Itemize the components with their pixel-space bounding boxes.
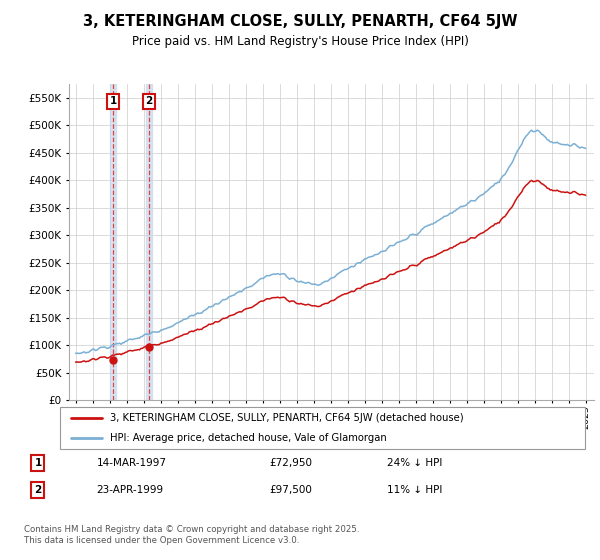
Text: £97,500: £97,500: [269, 486, 313, 496]
Text: Price paid vs. HM Land Registry's House Price Index (HPI): Price paid vs. HM Land Registry's House …: [131, 35, 469, 48]
Text: 1: 1: [34, 458, 41, 468]
Text: 14-MAR-1997: 14-MAR-1997: [97, 458, 167, 468]
Text: Contains HM Land Registry data © Crown copyright and database right 2025.
This d: Contains HM Land Registry data © Crown c…: [24, 525, 359, 545]
Text: 24% ↓ HPI: 24% ↓ HPI: [387, 458, 442, 468]
FancyBboxPatch shape: [60, 407, 585, 449]
Text: 2: 2: [34, 486, 41, 496]
Text: 23-APR-1999: 23-APR-1999: [97, 486, 164, 496]
Text: 11% ↓ HPI: 11% ↓ HPI: [387, 486, 442, 496]
Text: 2: 2: [145, 96, 152, 106]
Text: 3, KETERINGHAM CLOSE, SULLY, PENARTH, CF64 5JW: 3, KETERINGHAM CLOSE, SULLY, PENARTH, CF…: [83, 14, 517, 29]
Text: £72,950: £72,950: [269, 458, 313, 468]
Bar: [110, 84, 116, 400]
Bar: [146, 84, 152, 400]
Text: HPI: Average price, detached house, Vale of Glamorgan: HPI: Average price, detached house, Vale…: [110, 433, 386, 443]
Text: 3, KETERINGHAM CLOSE, SULLY, PENARTH, CF64 5JW (detached house): 3, KETERINGHAM CLOSE, SULLY, PENARTH, CF…: [110, 413, 464, 423]
Text: 1: 1: [110, 96, 117, 106]
